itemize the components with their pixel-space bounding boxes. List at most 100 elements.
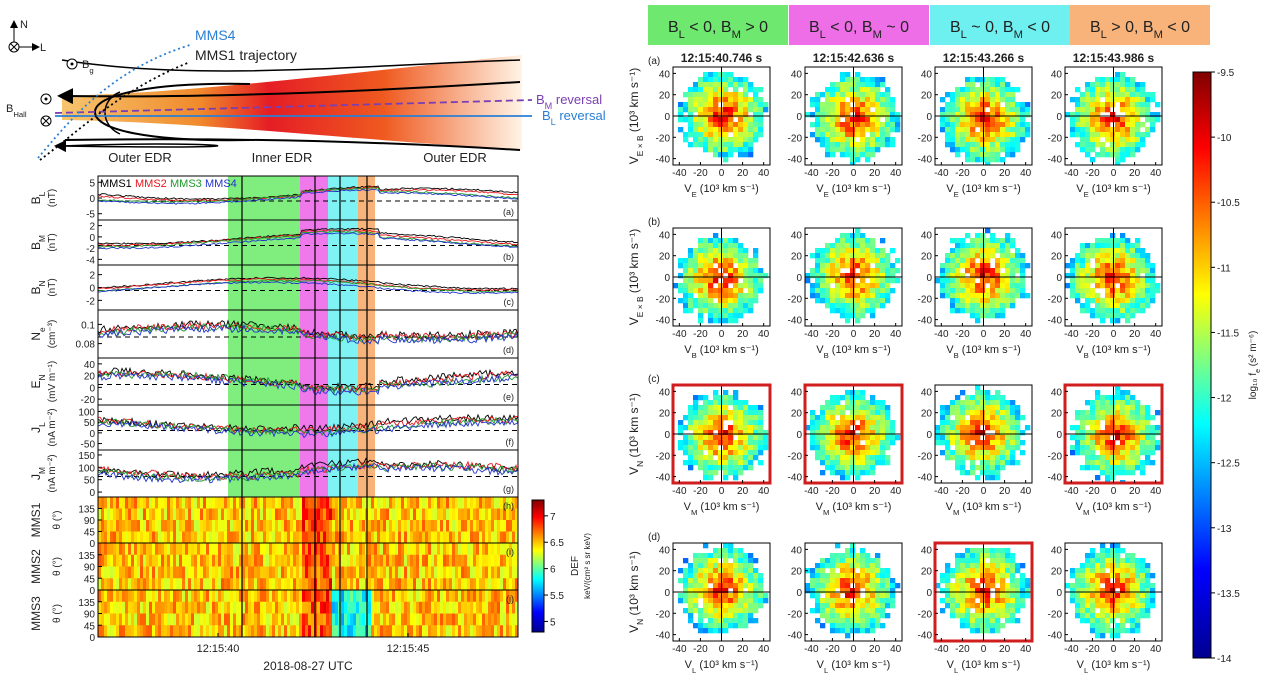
distribution-cell xyxy=(990,82,995,87)
distribution-cell xyxy=(975,263,980,268)
distribution-cell xyxy=(895,127,900,132)
spectrogram-cell xyxy=(449,602,452,614)
schematic xyxy=(9,24,532,160)
spectrogram-cell xyxy=(368,555,371,567)
spectrogram-cell xyxy=(497,614,500,626)
distribution-cell xyxy=(840,132,845,137)
distribution-cell xyxy=(835,470,840,475)
distribution-cell xyxy=(1000,82,1005,87)
label-part: (10³ km s⁻¹) xyxy=(959,501,1021,513)
distribution-cell xyxy=(895,122,900,127)
distribution-cell xyxy=(1080,137,1085,142)
distribution-cell xyxy=(718,82,723,87)
distribution-cell xyxy=(990,293,995,298)
distribution-cell xyxy=(1080,107,1085,112)
spectrogram-cell xyxy=(122,543,125,555)
distribution-cell xyxy=(890,112,895,117)
spectrogram-cell xyxy=(257,509,260,521)
distribution-cell xyxy=(995,313,1000,318)
distribution-cell xyxy=(875,283,880,288)
y-tick-label: 0.1 xyxy=(81,320,95,331)
distribution-cell xyxy=(1010,450,1015,455)
spectrogram-cell xyxy=(401,555,404,567)
distribution-cell xyxy=(820,430,825,435)
distribution-cell xyxy=(860,92,865,97)
distribution-cell xyxy=(1085,450,1090,455)
spectrogram-cell xyxy=(350,578,353,590)
spectrogram-cell xyxy=(185,625,188,637)
distribution-cell xyxy=(723,102,728,107)
colorbar-unit: keV/(cm² s sr keV) xyxy=(583,533,592,599)
spectrogram-cell xyxy=(113,590,116,602)
distribution-cell xyxy=(748,132,753,137)
spectrogram-cell xyxy=(347,509,350,521)
distribution-cell xyxy=(1130,263,1135,268)
distribution-cell xyxy=(683,298,688,303)
spectrogram-cell xyxy=(368,532,371,544)
distribution-cell xyxy=(1125,455,1130,460)
distribution-cell xyxy=(1080,273,1085,278)
spectrogram-cell xyxy=(188,543,191,555)
distribution-cell xyxy=(743,435,748,440)
spectrogram-cell xyxy=(221,590,224,602)
spectrogram-cell xyxy=(422,602,425,614)
spectrogram-cell xyxy=(107,567,110,579)
spectrogram-cell xyxy=(455,578,458,590)
x-tick-label: 20 xyxy=(869,329,881,340)
distribution-cell xyxy=(950,430,955,435)
distribution-cell xyxy=(1085,440,1090,445)
spectrogram-cell xyxy=(263,590,266,602)
spectrogram-cell xyxy=(248,543,251,555)
distribution-cell xyxy=(1095,460,1100,465)
distribution-cell xyxy=(1140,430,1145,435)
spectrogram-cell xyxy=(461,590,464,602)
spectrogram-cell xyxy=(428,555,431,567)
spectrogram-cell xyxy=(206,578,209,590)
spectrogram-cell xyxy=(155,532,158,544)
distribution-cell xyxy=(825,243,830,248)
hall-field-label: BHall xyxy=(6,103,27,119)
spectrogram-cell xyxy=(284,567,287,579)
distribution-cell xyxy=(1100,283,1105,288)
distribution-cell xyxy=(820,273,825,278)
spectrogram-cell xyxy=(224,555,227,567)
distribution-cell xyxy=(753,107,758,112)
distribution-cell xyxy=(1135,288,1140,293)
spectrogram-cell xyxy=(323,578,326,590)
distribution-cell xyxy=(970,243,975,248)
distribution-cell xyxy=(698,278,703,283)
spectrogram-cell xyxy=(449,567,452,579)
distribution-cell xyxy=(840,152,845,157)
spectrogram-cell xyxy=(134,614,137,626)
distribution-cell xyxy=(1090,112,1095,117)
distribution-cell xyxy=(1085,410,1090,415)
distribution-cell xyxy=(1005,243,1010,248)
distribution-cell xyxy=(855,97,860,102)
distribution-cell xyxy=(885,288,890,293)
spectrogram-cell xyxy=(353,614,356,626)
distribution-cell xyxy=(845,420,850,425)
distribution-cell xyxy=(738,102,743,107)
y-tick-label: -40 xyxy=(918,316,933,327)
distribution-cell xyxy=(713,233,718,238)
spectrogram-cell xyxy=(377,614,380,626)
distribution-cell xyxy=(845,440,850,445)
spectrogram-cell xyxy=(161,614,164,626)
spectrogram-cell xyxy=(272,543,275,555)
distribution-cell xyxy=(683,92,688,97)
x-axis-title: 2018-08-27 UTC xyxy=(263,659,353,673)
distribution-cell xyxy=(1005,97,1010,102)
distribution-cell xyxy=(1000,395,1005,400)
distribution-cell xyxy=(713,445,718,450)
spectrogram-cell xyxy=(428,567,431,579)
distribution-cell xyxy=(1005,268,1010,273)
distribution-cell xyxy=(698,132,703,137)
distribution-cell xyxy=(1095,87,1100,92)
distribution-cell xyxy=(1010,460,1015,465)
spectrogram-cell xyxy=(485,543,488,555)
distribution-cell xyxy=(830,288,835,293)
distribution-cell xyxy=(950,238,955,243)
spectrogram-cell xyxy=(218,602,221,614)
spectrogram-cell xyxy=(404,578,407,590)
distribution-cell xyxy=(723,298,728,303)
